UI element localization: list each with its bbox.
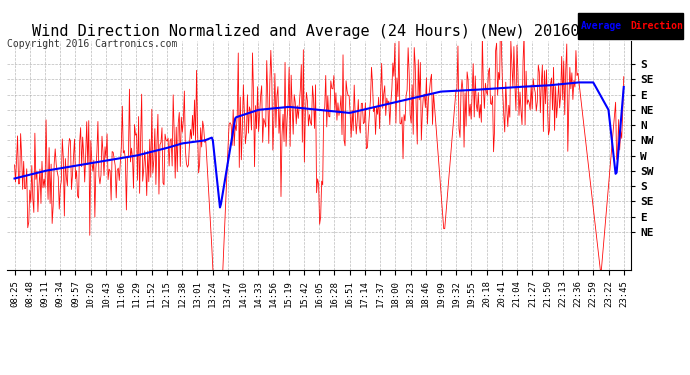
- Title: Wind Direction Normalized and Average (24 Hours) (New) 20160508: Wind Direction Normalized and Average (2…: [32, 24, 607, 39]
- Text: Copyright 2016 Cartronics.com: Copyright 2016 Cartronics.com: [7, 39, 177, 49]
- Text: Direction: Direction: [631, 21, 684, 31]
- Text: Average: Average: [581, 21, 622, 31]
